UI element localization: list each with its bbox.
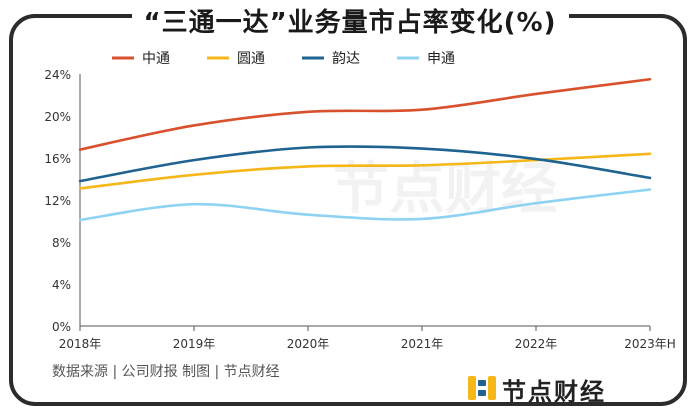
brand-logo: 节点财经 xyxy=(466,372,666,408)
chart-title: “三通一达”业务量市占率变化(%) xyxy=(0,2,700,39)
legend-label: 申通 xyxy=(427,51,455,67)
series-line-3 xyxy=(78,145,652,183)
series-line-2 xyxy=(78,152,652,190)
legend-label: 中通 xyxy=(142,51,170,67)
y-tick-label: 8% xyxy=(52,236,71,250)
legend-label: 圆通 xyxy=(237,51,265,67)
series-line-4 xyxy=(78,188,652,222)
y-tick-label: 0% xyxy=(52,320,71,334)
source-note: 数据来源 | 公司财报 制图 | 节点财经 xyxy=(52,364,280,380)
chart-card xyxy=(9,14,687,406)
y-tick-label: 4% xyxy=(52,278,71,292)
x-tick-label: 2021年 xyxy=(401,337,444,351)
x-tick-label: 2020年 xyxy=(287,337,330,351)
logo-text: 节点财经 xyxy=(502,378,606,406)
series-line-1 xyxy=(78,77,652,151)
x-tick-label: 2023年H xyxy=(624,337,676,351)
logo-icon xyxy=(468,376,496,400)
x-tick-label: 2022年 xyxy=(515,337,558,351)
watermark-text: 节点财经 xyxy=(333,157,557,222)
x-tick-label: 2019年 xyxy=(173,337,216,351)
y-tick-label: 12% xyxy=(44,194,71,208)
y-tick-label: 24% xyxy=(44,68,71,82)
x-tick-label: 2018年 xyxy=(59,337,102,351)
y-tick-label: 20% xyxy=(44,110,71,124)
y-tick-label: 16% xyxy=(44,152,71,166)
legend-label: 韵达 xyxy=(332,51,360,67)
